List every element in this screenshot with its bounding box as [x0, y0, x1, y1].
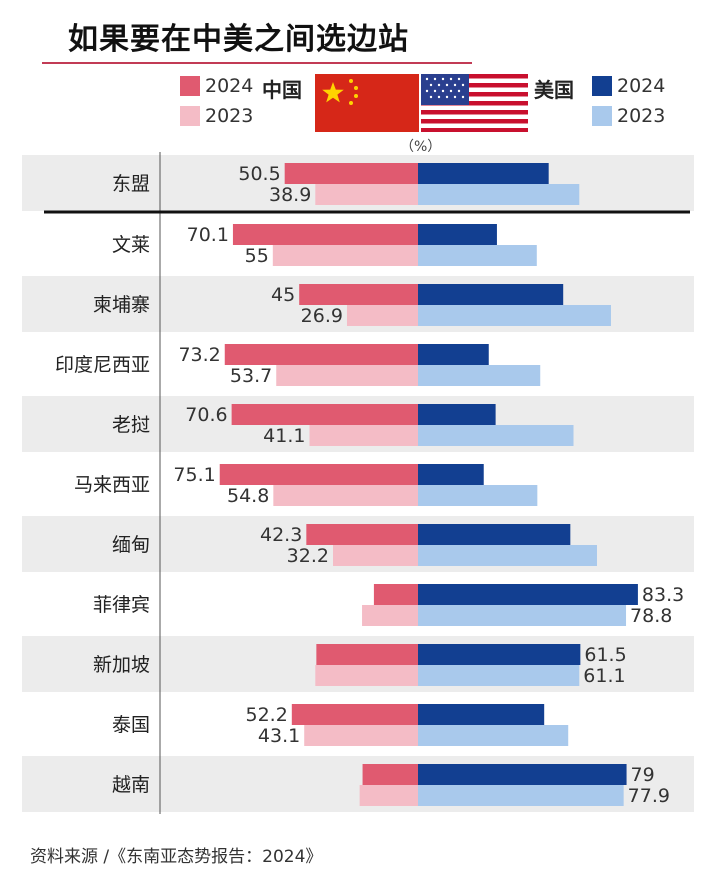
- bar-china-2023: [276, 365, 418, 386]
- bar-china-2023: [332, 545, 418, 566]
- data-label: 70.6: [185, 404, 227, 426]
- bar-us-2024: [418, 584, 638, 605]
- bar-us-2023: [418, 485, 538, 506]
- data-label: 79: [631, 764, 655, 786]
- category-label: 文莱: [112, 234, 150, 256]
- category-label: 东盟: [112, 173, 150, 195]
- bar-us-2024: [418, 404, 496, 425]
- data-label: 52.2: [245, 704, 287, 726]
- chart-title: 如果要在中美之间选边站: [68, 22, 409, 57]
- data-label: 61.5: [584, 644, 626, 666]
- data-label: 54.8: [227, 485, 269, 507]
- legend-label-china-2024: 2024: [205, 75, 254, 97]
- bar-us-2024: [418, 704, 545, 725]
- bar-china-2024: [232, 224, 418, 245]
- bar-us-2023: [418, 785, 624, 806]
- bar-china-2024: [224, 344, 418, 365]
- bar-us-2023: [418, 184, 580, 205]
- data-label: 42.3: [260, 524, 302, 546]
- legend-china-label: 中国: [262, 78, 302, 102]
- bar-us-2024: [418, 163, 549, 184]
- legend-us-label: 美国: [534, 78, 574, 102]
- bar-china-2024: [284, 163, 418, 184]
- bar-us-2023: [418, 725, 569, 746]
- legend-swatch-us-2023: [592, 106, 612, 126]
- category-label: 菲律宾: [93, 594, 150, 616]
- legend-swatch-china-2024: [180, 76, 200, 96]
- bar-us-2023: [418, 305, 611, 326]
- source-note: 资料来源 /《东南亚态势报告：2024》: [30, 847, 323, 867]
- bar-us-2024: [418, 764, 627, 785]
- bar-china-2024: [219, 464, 418, 485]
- data-label: 53.7: [230, 365, 272, 387]
- bar-china-2023: [315, 665, 418, 686]
- bar-china-2023: [272, 245, 418, 266]
- bar-us-2024: [418, 224, 497, 245]
- data-label: 73.2: [178, 344, 220, 366]
- bar-us-2024: [418, 284, 564, 305]
- category-label: 泰国: [112, 714, 150, 736]
- bar-us-2023: [418, 545, 597, 566]
- bar-china-2023: [346, 305, 418, 326]
- data-label: 38.9: [269, 184, 311, 206]
- legend-swatch-us-2024: [592, 76, 612, 96]
- bar-us-2024: [418, 464, 484, 485]
- title-underline: [42, 62, 472, 64]
- bar-china-2023: [359, 785, 418, 806]
- data-label: 43.1: [258, 725, 300, 747]
- bar-china-2024: [373, 584, 418, 605]
- bar-china-2023: [304, 725, 418, 746]
- bar-china-2023: [273, 485, 418, 506]
- bar-us-2023: [418, 605, 627, 626]
- china-flag-icon: [315, 74, 419, 132]
- legend-label-us-2023: 2023: [617, 105, 666, 127]
- category-label: 老挝: [112, 414, 150, 436]
- data-label: 70.1: [187, 224, 229, 246]
- unit-label: （%）: [400, 139, 442, 155]
- data-label: 45: [271, 284, 295, 306]
- bar-china-2024: [291, 704, 418, 725]
- legend-label-china-2023: 2023: [205, 105, 254, 127]
- bar-us-2023: [418, 665, 580, 686]
- category-label: 印度尼西亚: [55, 354, 150, 376]
- category-label: 缅甸: [112, 534, 150, 556]
- bar-us-2023: [418, 425, 574, 446]
- bar-china-2024: [362, 764, 418, 785]
- data-label: 83.3: [642, 584, 684, 606]
- bar-china-2024: [316, 644, 418, 665]
- bar-china-2024: [306, 524, 418, 545]
- us-flag-icon: [421, 74, 528, 132]
- legend-label-us-2024: 2024: [617, 75, 666, 97]
- bar-china-2024: [299, 284, 418, 305]
- bar-china-2023: [309, 425, 418, 446]
- data-label: 41.1: [263, 425, 305, 447]
- category-label: 越南: [112, 774, 150, 796]
- data-label: 77.9: [628, 785, 670, 807]
- bar-us-2023: [418, 365, 541, 386]
- data-label: 75.1: [173, 464, 215, 486]
- bar-us-2024: [418, 524, 571, 545]
- bar-us-2024: [418, 344, 489, 365]
- bar-us-2024: [418, 644, 581, 665]
- data-label: 32.2: [287, 545, 329, 567]
- category-label: 马来西亚: [74, 474, 150, 496]
- data-label: 78.8: [630, 605, 672, 627]
- data-label: 61.1: [583, 665, 625, 687]
- bar-china-2023: [315, 184, 418, 205]
- bar-china-2023: [362, 605, 418, 626]
- bar-us-2023: [418, 245, 537, 266]
- data-label: 26.9: [301, 305, 343, 327]
- data-label: 55: [245, 245, 269, 267]
- category-label: 新加坡: [93, 654, 150, 676]
- category-label: 柬埔寨: [93, 294, 150, 316]
- legend-swatch-china-2023: [180, 106, 200, 126]
- data-label: 50.5: [238, 163, 280, 185]
- bar-china-2024: [231, 404, 418, 425]
